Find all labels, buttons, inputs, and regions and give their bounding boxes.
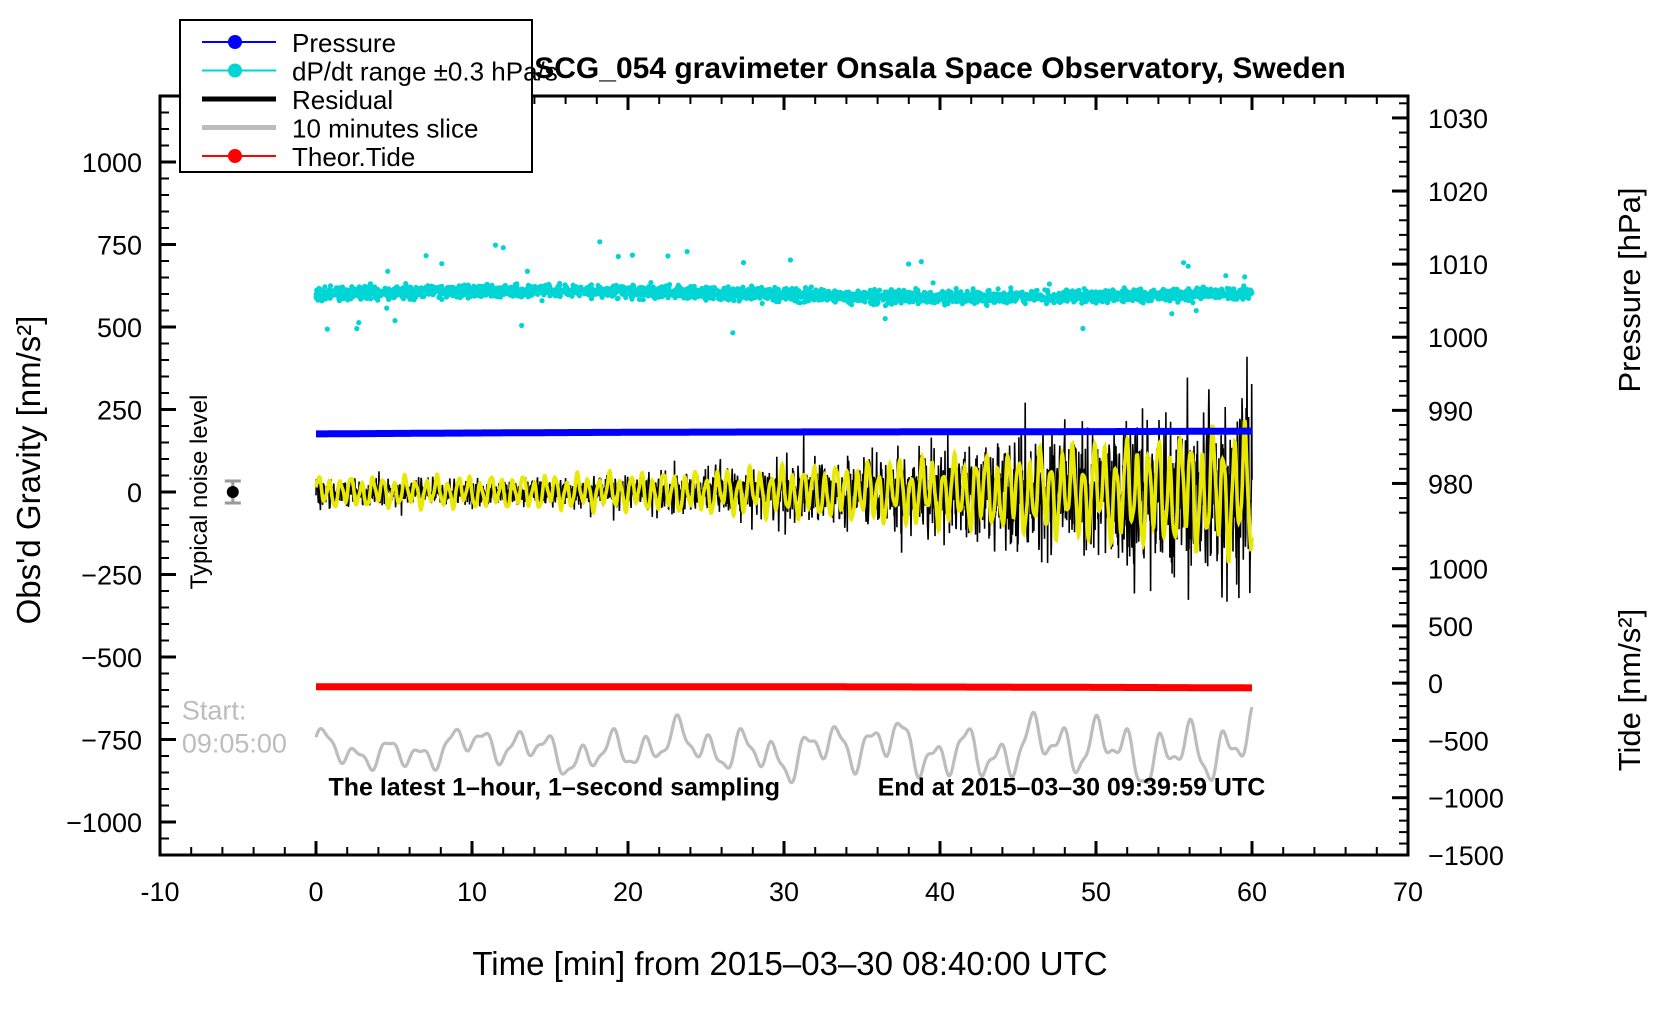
annotation-start-time: 09:05:00 <box>182 729 287 759</box>
x-tick-label: 60 <box>1237 877 1267 907</box>
x-tick-label: 10 <box>457 877 487 907</box>
annotation-start-label: Start: <box>182 696 247 726</box>
annotation-typical-noise-level: Typical noise level <box>186 395 213 590</box>
series-10-minutes-slice <box>314 706 1254 785</box>
legend-item-2[interactable]: dP/dt range ±0.3 hPa/s <box>202 57 558 87</box>
y-tick-label-left: −750 <box>81 726 142 756</box>
y-tick-label-left: 500 <box>97 313 142 343</box>
x-axis-title: Time [min] from 2015–03–30 08:40:00 UTC <box>472 945 1107 982</box>
y-tick-label-pressure: 1000 <box>1428 323 1488 353</box>
y-tick-label-left: −500 <box>81 643 142 673</box>
legend-item-4[interactable]: 10 minutes slice <box>202 114 478 144</box>
series-dpdt-scatter <box>313 239 1255 336</box>
legend-item-1[interactable]: Pressure <box>202 28 396 58</box>
y-tick-label-tide: −500 <box>1428 726 1489 756</box>
y-axis-title-right-tide: Tide [nm/s²] <box>1612 609 1647 772</box>
chart-title: SCG_054 gravimeter Onsala Space Observat… <box>534 52 1346 85</box>
axis-ticks <box>158 95 1410 857</box>
noise-level-marker <box>224 479 241 505</box>
y-tick-label-tide: −1000 <box>1428 784 1504 814</box>
series-theor-tide <box>316 683 1252 692</box>
y-tick-label-left: 750 <box>97 231 142 261</box>
x-tick-label: 50 <box>1081 877 1111 907</box>
axis-tick-labels: -10 0 10 20 30 40 50 60 7010007505002500−250−500… <box>66 104 1504 907</box>
data-traces <box>313 239 1255 785</box>
y-tick-label-left: −1000 <box>66 808 142 838</box>
annotation-sampling-note: The latest 1–hour, 1–second sampling <box>328 774 780 802</box>
legend-label: 10 minutes slice <box>292 114 478 144</box>
y-tick-label-pressure: 1030 <box>1428 104 1488 134</box>
x-tick-label: 20 <box>613 877 643 907</box>
legend-item-5[interactable]: Theor.Tide <box>202 142 415 172</box>
x-tick-label: 30 <box>769 877 799 907</box>
y-tick-label-pressure: 980 <box>1428 469 1473 499</box>
y-tick-label-tide: −1500 <box>1428 841 1504 871</box>
x-tick-label: 70 <box>1393 877 1423 907</box>
y-axis-title-right-pressure: Pressure [hPa] <box>1612 187 1647 392</box>
y-tick-label-pressure: 990 <box>1428 396 1473 426</box>
y-tick-label-left: 250 <box>97 396 142 426</box>
series-pressure <box>316 427 1252 438</box>
y-tick-label-left: 0 <box>127 478 142 508</box>
legend-item-3[interactable]: Residual <box>202 85 393 115</box>
x-tick-label: -10 <box>140 877 179 907</box>
legend-label: Residual <box>292 85 393 115</box>
y-tick-label-pressure: 1020 <box>1428 177 1488 207</box>
y-tick-label-tide: 0 <box>1428 669 1443 699</box>
legend-marker-icon <box>228 149 242 163</box>
y-tick-label-tide: 1000 <box>1428 555 1488 585</box>
y-tick-label-left: 1000 <box>82 148 142 178</box>
y-axis-title-left: Obs'd Gravity [nm/s²] <box>10 316 47 625</box>
y-tick-label-left: −250 <box>81 561 142 591</box>
legend-label: Theor.Tide <box>292 142 415 172</box>
x-tick-label: 0 <box>308 877 323 907</box>
annotation-end-note: End at 2015–03–30 09:39:59 UTC <box>878 774 1266 802</box>
legend-label: dP/dt range ±0.3 hPa/s <box>292 57 558 87</box>
plot-annotations: Typical noise level Start:09:05:00 The lat… <box>182 395 1265 802</box>
y-tick-label-tide: 500 <box>1428 612 1473 642</box>
y-tick-label-pressure: 1010 <box>1428 250 1488 280</box>
legend-marker-icon <box>228 35 242 49</box>
legend-marker-icon <box>228 63 242 78</box>
x-tick-label: 40 <box>925 877 955 907</box>
series-filtered-gravity <box>314 419 1254 564</box>
legend-label: Pressure <box>292 28 396 58</box>
